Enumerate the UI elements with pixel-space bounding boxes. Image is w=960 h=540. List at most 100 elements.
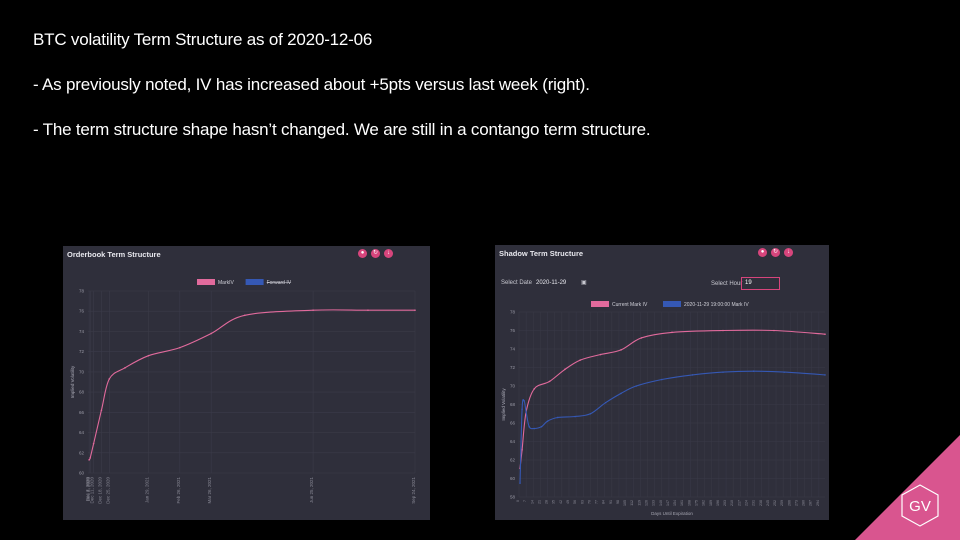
data-point bbox=[525, 411, 527, 413]
x-tick-label: 91 bbox=[609, 500, 613, 504]
x-tick-label: 35 bbox=[552, 500, 556, 504]
data-point bbox=[92, 442, 95, 445]
x-tick-label: 7 bbox=[523, 500, 527, 502]
x-tick-label: 196 bbox=[716, 500, 720, 506]
data-point bbox=[533, 387, 536, 390]
data-point bbox=[661, 378, 663, 381]
shadow-chart: 58 60 62 64 66 68 70 72 74 76 78 0 7 14 21 28 35 42 49 56 63… bbox=[501, 301, 826, 516]
x-tick-label: 203 bbox=[723, 500, 727, 506]
data-point bbox=[108, 378, 111, 380]
y-axis-label: Implied Volatility bbox=[70, 365, 75, 398]
select-hour-input[interactable]: 19 bbox=[741, 277, 780, 290]
bullet-contango: - The term structure shape hasn’t change… bbox=[33, 120, 651, 139]
x-tick-label: Jun 25, 2021 bbox=[309, 477, 314, 504]
x-tick-label: Mar 26, 2021 bbox=[207, 477, 212, 504]
y-tick-label: 68 bbox=[510, 402, 516, 407]
y-tick-label: 72 bbox=[510, 365, 516, 370]
x-tick-label: 49 bbox=[566, 500, 570, 504]
x-tick-label: 210 bbox=[730, 500, 734, 506]
y-tick-label: 62 bbox=[79, 450, 85, 455]
x-tick-label: 175 bbox=[695, 500, 699, 506]
x-tick-label: 294 bbox=[816, 500, 820, 506]
y-tick-label: 60 bbox=[510, 476, 516, 481]
y-tick-label: 76 bbox=[79, 309, 85, 314]
data-point bbox=[579, 359, 581, 361]
x-tick-label: Feb 26, 2021 bbox=[176, 477, 181, 504]
bullet-iv-increase: - As previously noted, IV has increased … bbox=[33, 75, 590, 94]
y-tick-label: 78 bbox=[510, 310, 516, 315]
x-tick-label: 28 bbox=[545, 500, 549, 504]
x-tick-label: 252 bbox=[773, 500, 777, 506]
data-point bbox=[824, 333, 826, 335]
logo-triangle bbox=[855, 435, 960, 540]
x-tick-label: 245 bbox=[766, 500, 770, 506]
x-tick-label: 70 bbox=[587, 500, 591, 504]
refresh-icon[interactable]: ↻ bbox=[771, 248, 780, 257]
y-tick-label: 62 bbox=[510, 458, 516, 463]
data-point bbox=[528, 425, 530, 428]
data-point bbox=[671, 331, 673, 334]
select-hour-label: Select Hour bbox=[711, 281, 743, 287]
download-icon[interactable]: ↓ bbox=[384, 249, 393, 258]
x-tick-label: Sep 24, 2021 bbox=[411, 477, 416, 504]
data-point bbox=[367, 309, 369, 312]
calendar-icon[interactable]: ▣ bbox=[581, 280, 587, 286]
x-tick-label: 0 bbox=[516, 500, 520, 502]
data-point bbox=[722, 329, 724, 332]
data-point bbox=[783, 371, 785, 373]
data-point bbox=[773, 329, 775, 332]
y-tick-label: 74 bbox=[79, 329, 85, 334]
data-point bbox=[523, 400, 525, 402]
legend-swatch bbox=[245, 279, 264, 285]
data-point bbox=[599, 353, 602, 356]
camera-icon[interactable]: ● bbox=[758, 248, 767, 257]
x-tick-label: 84 bbox=[602, 500, 606, 504]
x-tick-label: 231 bbox=[752, 500, 756, 506]
x-tick-label: 154 bbox=[673, 500, 677, 506]
x-tick-label: 280 bbox=[802, 500, 806, 506]
x-tick-label: 238 bbox=[759, 500, 763, 506]
data-point bbox=[533, 427, 536, 430]
x-tick-label: Dec 18, 2020 bbox=[97, 477, 102, 504]
data-point bbox=[521, 449, 523, 451]
refresh-icon[interactable]: ↻ bbox=[371, 249, 380, 258]
x-tick-label: 105 bbox=[623, 500, 627, 506]
data-point bbox=[100, 409, 103, 412]
legend-swatch bbox=[591, 301, 609, 307]
y-tick-label: 66 bbox=[79, 410, 85, 415]
select-date-input[interactable]: 2020-11-29 bbox=[536, 280, 567, 286]
x-tick-label: 161 bbox=[680, 500, 684, 506]
data-point bbox=[635, 385, 638, 387]
data-point bbox=[574, 415, 576, 418]
data-point bbox=[620, 392, 622, 395]
orderbook-term-structure-panel: Orderbook Term Structure ● ↻ ↓ 60 62 64 66 6… bbox=[63, 246, 430, 520]
y-tick-label: 72 bbox=[79, 349, 85, 354]
hexagon-icon bbox=[901, 484, 939, 527]
x-tick-label: 42 bbox=[559, 500, 563, 504]
data-point bbox=[124, 367, 126, 369]
logo-text: GV bbox=[909, 498, 931, 515]
x-tick-label: 140 bbox=[659, 500, 663, 506]
data-point bbox=[691, 374, 694, 376]
x-tick-label: 287 bbox=[809, 500, 813, 506]
data-point bbox=[640, 337, 643, 339]
camera-icon[interactable]: ● bbox=[358, 249, 367, 258]
shadow-term-structure-panel: Shadow Term Structure ● ↻ ↓ Select Date … bbox=[495, 245, 829, 520]
series-line bbox=[519, 370, 826, 484]
legend-label: Current Mark IV bbox=[612, 302, 648, 308]
x-tick-label: Jan 29, 2021 bbox=[144, 477, 149, 504]
download-icon[interactable]: ↓ bbox=[784, 248, 793, 257]
y-tick-label: 64 bbox=[79, 430, 85, 435]
y-tick-label: 68 bbox=[79, 390, 85, 395]
legend-swatch bbox=[197, 279, 215, 285]
series-line bbox=[88, 309, 415, 461]
x-tick-label: 217 bbox=[737, 500, 741, 506]
select-date-label: Select Date bbox=[501, 280, 533, 286]
data-point bbox=[210, 332, 212, 335]
x-tick-label: Dec 11, 2020 bbox=[90, 477, 95, 504]
y-tick-label: 70 bbox=[510, 384, 516, 389]
data-point bbox=[521, 408, 523, 410]
x-tick-label: 133 bbox=[652, 500, 656, 506]
panel-title: Orderbook Term Structure bbox=[67, 250, 161, 259]
